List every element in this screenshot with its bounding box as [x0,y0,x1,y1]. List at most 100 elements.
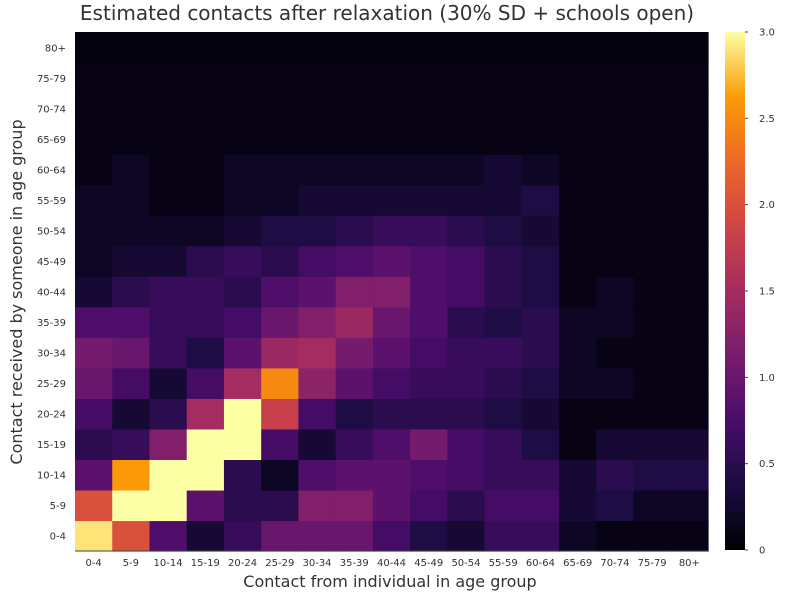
heatmap-cell [335,398,374,430]
heatmap-cell [335,276,374,308]
heatmap-cell [372,184,411,216]
heatmap-cell [633,32,672,64]
heatmap-cell [186,367,225,399]
heatmap-cell [670,520,709,552]
heatmap-cell [484,215,523,247]
heatmap-cell [186,276,225,308]
heatmap-cell [298,154,337,186]
heatmap-cell [298,459,337,491]
x-tick-label: 25-29 [265,558,294,569]
y-tick-label: 0-4 [50,532,66,543]
heatmap-cell [670,306,709,338]
heatmap-cell [447,32,486,64]
heatmap-cell [186,123,225,155]
heatmap-cells [75,32,709,552]
x-tick-label: 65-69 [563,558,592,569]
heatmap-cell [149,215,188,247]
heatmap-cell [223,276,262,308]
y-tick-label: 80+ [45,43,66,54]
heatmap-cell [521,184,560,216]
heatmap-cell [596,245,635,277]
heatmap-cell [633,93,672,125]
colorbar-tick-label: 0 [759,546,765,557]
heatmap-cell [372,245,411,277]
heatmap-cell [670,459,709,491]
heatmap-cell [670,367,709,399]
heatmap-cell [447,184,486,216]
heatmap-cell [186,93,225,125]
heatmap-cell [670,398,709,430]
heatmap-cell [447,154,486,186]
heatmap-cell [447,428,486,461]
x-tick-label: 50-54 [451,558,480,569]
y-tick-label: 50-54 [37,226,66,237]
heatmap-cell [112,245,151,277]
heatmap-cell [186,337,225,369]
heatmap-cell [410,32,448,64]
heatmap-cell [298,215,337,247]
heatmap-cell [670,154,709,186]
x-tick-label: 30-34 [302,558,331,569]
heatmap-cell [521,276,560,308]
y-tick-label: 20-24 [37,410,66,421]
heatmap-cell [261,184,300,216]
heatmap-cell [372,154,411,186]
heatmap-cell [484,428,523,461]
y-tick-label: 65-69 [37,135,66,146]
heatmap-cell [112,520,151,552]
heatmap-cell [670,428,709,461]
heatmap-cell [633,489,672,522]
x-tick-label: 40-44 [377,558,406,569]
heatmap-cell [410,428,448,461]
heatmap-cell [559,62,597,94]
heatmap-cell [559,306,597,338]
heatmap-cell [484,337,523,369]
y-axis-title: Contact received by someone in age group [7,119,26,464]
heatmap-cell [223,337,262,369]
colorbar-tick-label: 1.5 [759,287,775,298]
x-axis-title: Contact from individual in age group [243,572,536,591]
heatmap-cell [559,367,597,399]
y-tick-label: 5-9 [50,501,66,512]
heatmap-cell [372,428,411,461]
heatmap-cell [484,245,523,277]
heatmap-cell [75,245,113,277]
heatmap-cell [75,184,113,216]
heatmap-cell [521,398,560,430]
heatmap-cell [372,337,411,369]
heatmap-cell [186,489,225,522]
heatmap-cell [447,520,486,552]
heatmap-cell [633,184,672,216]
heatmap-cell [372,62,411,94]
colorbar [725,32,745,550]
heatmap-cell [670,93,709,125]
heatmap-cell [633,428,672,461]
heatmap-cell [223,306,262,338]
heatmap-cell [372,123,411,155]
heatmap-cell [112,184,151,216]
heatmap-cell [521,62,560,94]
heatmap-cell [559,520,597,552]
y-tick-label: 60-64 [37,165,66,176]
heatmap-cell [410,93,448,125]
heatmap-cell [75,123,113,155]
heatmap-cell [112,32,151,64]
heatmap-cell [112,428,151,461]
x-tick-label: 45-49 [414,558,443,569]
heatmap-cell [372,276,411,308]
heatmap-cell [372,215,411,247]
heatmap-cell [112,154,151,186]
heatmap-cell [223,367,262,399]
heatmap-cell [223,215,262,247]
heatmap-cell [410,276,448,308]
heatmap-cell [149,62,188,94]
heatmap-cell [261,32,300,64]
heatmap-cell [186,184,225,216]
heatmap-cell [484,489,523,522]
heatmap-cell [410,62,448,94]
heatmap-cell [633,337,672,369]
heatmap-cell [670,184,709,216]
heatmap-cell [75,62,113,94]
heatmap-cell [372,520,411,552]
